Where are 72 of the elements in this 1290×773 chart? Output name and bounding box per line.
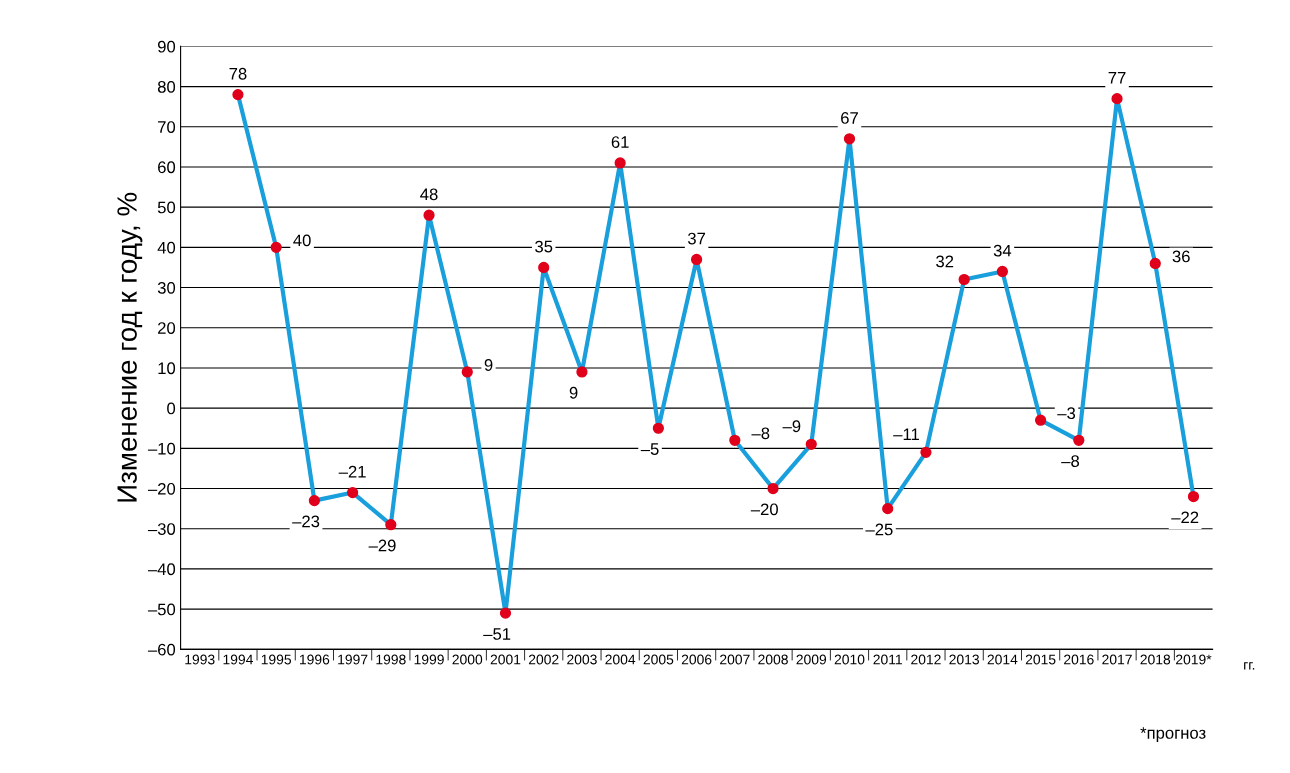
data-label: 35 <box>535 240 553 253</box>
data-label: 77 <box>1108 72 1126 84</box>
y-tick-label: –20 <box>147 482 176 495</box>
data-label: –23 <box>292 515 320 528</box>
data-label: 37 <box>687 232 706 245</box>
x-tick-label: 1999 <box>414 654 444 665</box>
y-tick-label: –40 <box>147 563 176 576</box>
x-tick-label: 2001 <box>490 654 521 665</box>
data-label: 67 <box>841 112 858 124</box>
x-tick-label: 2019* <box>1176 654 1212 665</box>
y-tick-label: 50 <box>157 201 176 214</box>
x-tick-label: 1996 <box>299 654 330 665</box>
data-label: 9 <box>484 359 493 371</box>
y-tick-label: 40 <box>157 241 176 254</box>
y-tick-label: 20 <box>158 322 176 334</box>
data-label: 9 <box>569 386 578 399</box>
data-label: 48 <box>420 188 438 201</box>
data-label: 40 <box>293 234 311 247</box>
data-label: –25 <box>865 523 893 536</box>
x-tick-label: 2004 <box>605 654 636 665</box>
x-tick-label: 1997 <box>338 654 368 665</box>
data-label: 34 <box>993 244 1012 257</box>
data-label: –51 <box>483 628 511 640</box>
data-label: –20 <box>750 503 778 516</box>
data-label: 32 <box>936 255 954 268</box>
x-tick-label: 2009 <box>796 654 827 665</box>
y-tick-label: –50 <box>147 603 176 616</box>
y-tick-label: –10 <box>147 442 176 455</box>
data-label: –21 <box>338 465 366 478</box>
x-tick-label: 2018 <box>1140 654 1171 665</box>
x-tick-label: 2002 <box>528 654 559 665</box>
data-label: 36 <box>1172 250 1190 263</box>
x-tick-label: 2011 <box>873 654 902 665</box>
x-tick-label: 2016 <box>1064 654 1094 665</box>
x-tick-label: 2014 <box>987 654 1018 665</box>
data-label: 61 <box>611 136 629 148</box>
y-tick-label: 30 <box>157 281 176 294</box>
y-tick-label: 0 <box>167 402 176 415</box>
x-tick-label: 1993 <box>185 654 215 665</box>
y-tick-label: 60 <box>158 161 176 174</box>
data-label: –9 <box>782 420 801 433</box>
x-tick-label: 1998 <box>376 654 406 665</box>
data-label: –29 <box>368 539 396 552</box>
data-label: –5 <box>640 443 659 455</box>
x-tick-label: 2003 <box>567 654 597 665</box>
data-label: –22 <box>1171 511 1199 524</box>
data-label: –8 <box>751 427 770 440</box>
x-tick-label: 2008 <box>758 654 788 665</box>
x-tick-label: 2017 <box>1102 654 1132 665</box>
x-tick-label: 2015 <box>1025 654 1056 665</box>
y-tick-label: –60 <box>147 643 176 656</box>
data-label: –3 <box>1057 407 1076 420</box>
y-tick-label: 70 <box>158 121 176 133</box>
x-tick-label: 2005 <box>643 654 674 665</box>
y-tick-label: 80 <box>157 80 176 93</box>
x-tick-label: 2006 <box>681 654 712 665</box>
text: *прогноз <box>1140 727 1206 743</box>
x-tick-label: 1994 <box>223 654 253 665</box>
x-axis-title: гг. <box>1244 662 1255 670</box>
data-label: 78 <box>229 67 247 80</box>
x-tick-label: 2013 <box>949 654 979 665</box>
x-tick-label: 2010 <box>834 654 865 665</box>
y-tick-label: –30 <box>147 523 176 535</box>
x-tick-label: 1995 <box>261 654 292 665</box>
y-tick-label: 90 <box>157 40 176 53</box>
y-axis-title: Изменение год к году, % <box>117 192 143 502</box>
data-label: –11 <box>893 428 919 440</box>
data-label: –8 <box>1061 455 1080 467</box>
x-tick-label: 2000 <box>452 654 483 665</box>
x-tick-label: 2007 <box>720 654 750 665</box>
x-tick-label: 2012 <box>911 654 941 665</box>
y-tick-label: 10 <box>158 362 176 375</box>
